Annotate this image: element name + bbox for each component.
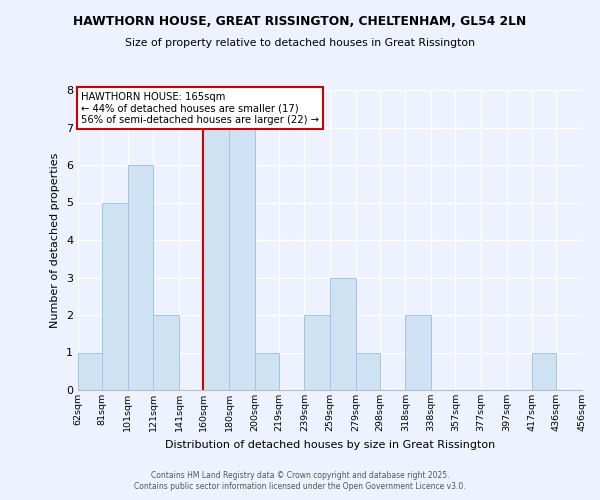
Text: Size of property relative to detached houses in Great Rissington: Size of property relative to detached ho…	[125, 38, 475, 48]
Bar	[203, 128, 229, 390]
Bar	[154, 315, 179, 390]
Bar	[304, 315, 330, 390]
Bar	[229, 128, 254, 390]
Text: Contains public sector information licensed under the Open Government Licence v3: Contains public sector information licen…	[134, 482, 466, 491]
Bar	[582, 352, 600, 390]
Bar	[128, 165, 154, 390]
Bar	[330, 278, 356, 390]
Bar	[406, 315, 431, 390]
Bar	[254, 352, 279, 390]
Bar	[78, 352, 103, 390]
Bar	[103, 202, 128, 390]
Bar	[356, 352, 380, 390]
X-axis label: Distribution of detached houses by size in Great Rissington: Distribution of detached houses by size …	[165, 440, 495, 450]
Text: Contains HM Land Registry data © Crown copyright and database right 2025.: Contains HM Land Registry data © Crown c…	[151, 471, 449, 480]
Text: HAWTHORN HOUSE, GREAT RISSINGTON, CHELTENHAM, GL54 2LN: HAWTHORN HOUSE, GREAT RISSINGTON, CHELTE…	[73, 15, 527, 28]
Bar	[532, 352, 556, 390]
Y-axis label: Number of detached properties: Number of detached properties	[50, 152, 61, 328]
Text: HAWTHORN HOUSE: 165sqm
← 44% of detached houses are smaller (17)
56% of semi-det: HAWTHORN HOUSE: 165sqm ← 44% of detached…	[80, 92, 319, 124]
